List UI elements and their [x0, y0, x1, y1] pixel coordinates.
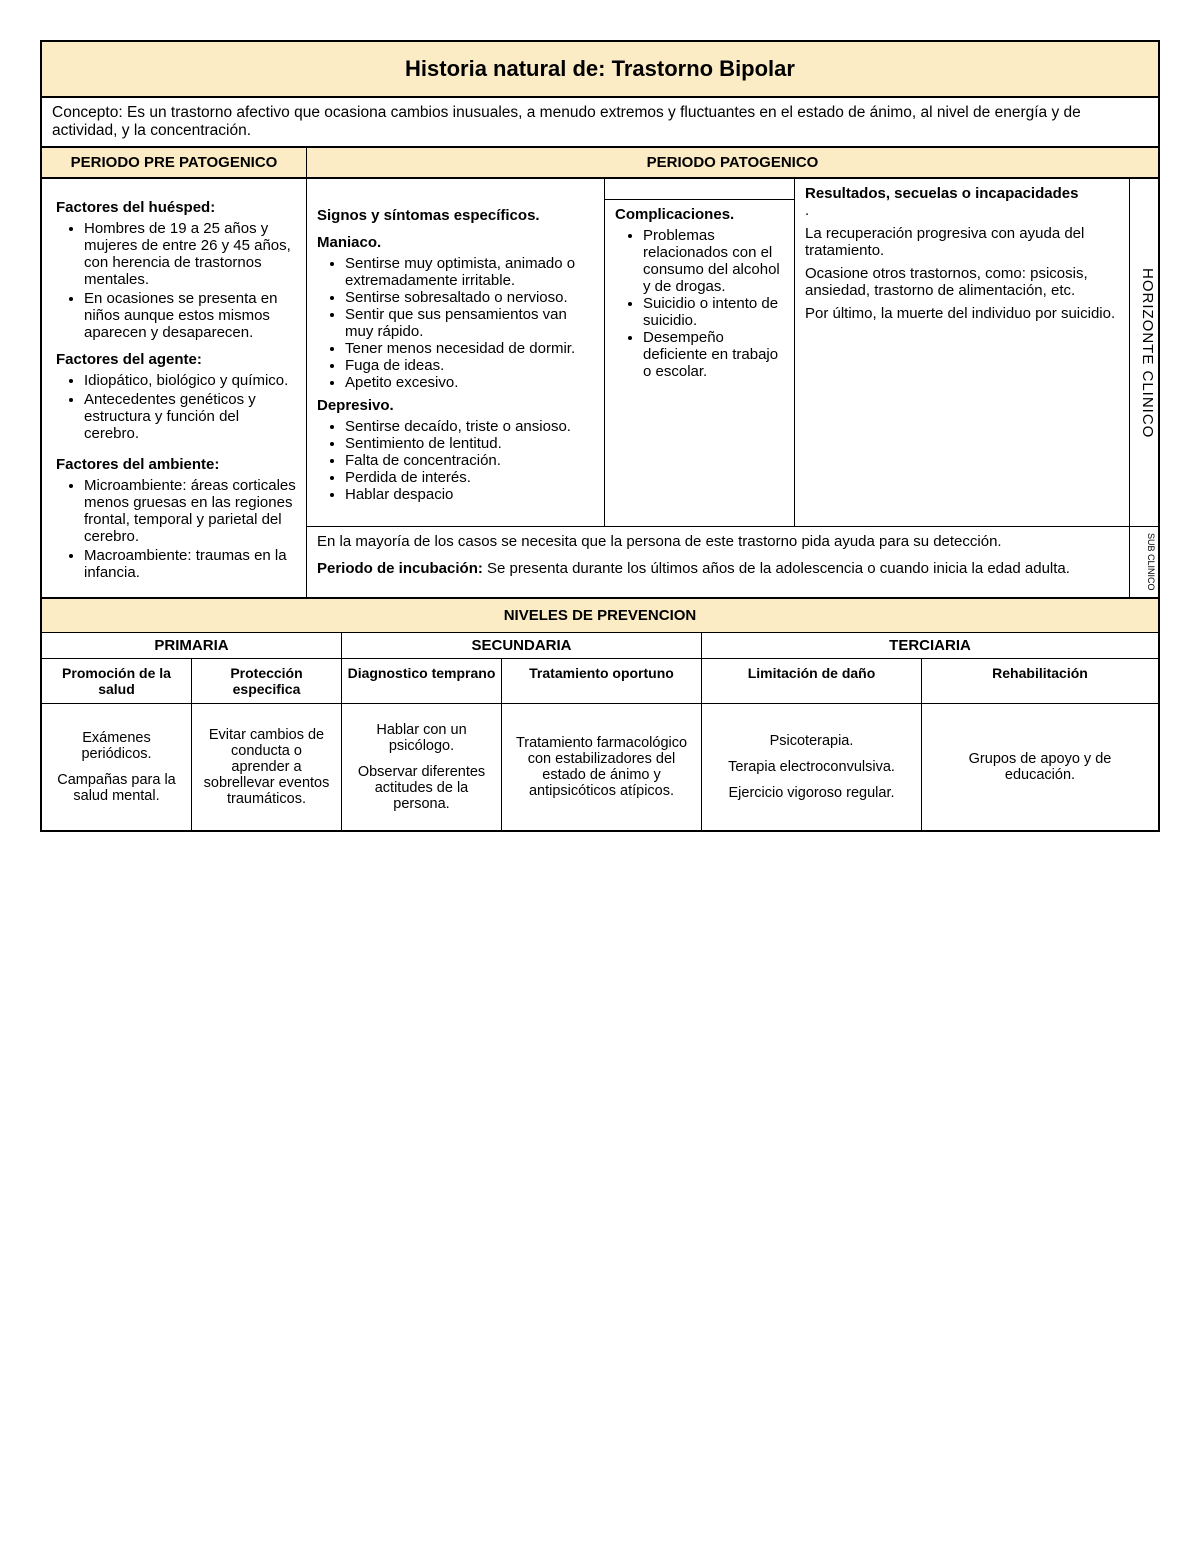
prevention-content-row: Exámenes periódicos. Campañas para la sa…: [42, 704, 1158, 830]
signs-header: Signos y síntomas específicos.: [317, 207, 594, 224]
pathogenic-top-row: Signos y síntomas específicos. Maniaco. …: [307, 179, 1158, 526]
cell-text: Ejercicio vigoroso regular.: [712, 785, 911, 801]
list-item: Sentimiento de lentitud.: [345, 435, 594, 452]
document-table: Historia natural de: Trastorno Bipolar C…: [40, 40, 1160, 832]
terciaria-header: TERCIARIA: [702, 633, 1158, 658]
subclinico-label: SUB CLINICO: [1130, 527, 1158, 597]
ambiente-header: Factores del ambiente:: [56, 456, 296, 473]
ambiente-list: Microambiente: áreas corticales menos gr…: [56, 477, 296, 581]
complications-list: Problemas relacionados con el consumo de…: [615, 227, 784, 380]
list-item: Problemas relacionados con el consumo de…: [643, 227, 784, 295]
list-item: Tener menos necesidad de dormir.: [345, 340, 594, 357]
incubation-label: Periodo de incubación:: [317, 560, 483, 577]
results-p1: La recuperación progresiva con ayuda del…: [805, 225, 1119, 259]
list-item: En ocasiones se presenta en niños aunque…: [84, 290, 296, 341]
list-item: Hombres de 19 a 25 años y mujeres de ent…: [84, 220, 296, 288]
results-column: Resultados, secuelas o incapacidades . L…: [795, 179, 1130, 526]
secundaria-header: SECUNDARIA: [342, 633, 702, 658]
depresivo-list: Sentirse decaído, triste o ansioso. Sent…: [317, 418, 594, 503]
sub-rehab: Rehabilitación: [922, 659, 1158, 703]
incubation-cell: En la mayoría de los casos se necesita q…: [307, 527, 1130, 597]
cell-rehab: Grupos de apoyo y de educación.: [922, 704, 1158, 830]
cell-text: Grupos de apoyo y de educación.: [932, 751, 1148, 783]
cell-text: Campañas para la salud mental.: [52, 772, 181, 804]
prepathogenic-column: Factores del huésped: Hombres de 19 a 25…: [42, 179, 307, 597]
horizonte-clinico-label: HORIZONTE CLINICO: [1130, 179, 1158, 526]
list-item: Falta de concentración.: [345, 452, 594, 469]
list-item: Microambiente: áreas corticales menos gr…: [84, 477, 296, 545]
maniaco-header: Maniaco.: [317, 234, 594, 251]
concept-row: Concepto: Es un trastorno afectivo que o…: [42, 98, 1158, 148]
sub-proteccion: Protección especifica: [192, 659, 342, 703]
cell-text: Tratamiento farmacológico con estabiliza…: [512, 735, 691, 799]
period-pre-header: PERIODO PRE PATOGENICO: [42, 148, 307, 179]
incubation-intro: En la mayoría de los casos se necesita q…: [317, 533, 1119, 550]
pathogenic-bottom-row: En la mayoría de los casos se necesita q…: [307, 526, 1158, 597]
signs-column: Signos y síntomas específicos. Maniaco. …: [307, 179, 605, 526]
cell-text: Evitar cambios de conducta o aprender a …: [202, 727, 331, 807]
depresivo-header: Depresivo.: [317, 397, 594, 414]
period-header-row: PERIODO PRE PATOGENICO PERIODO PATOGENIC…: [42, 148, 1158, 179]
sub-tratamiento: Tratamiento oportuno: [502, 659, 702, 703]
title-bar: Historia natural de: Trastorno Bipolar: [42, 42, 1158, 98]
cell-proteccion: Evitar cambios de conducta o aprender a …: [192, 704, 342, 830]
list-item: Sentirse muy optimista, animado o extrem…: [345, 255, 594, 289]
list-item: Sentirse sobresaltado o nervioso.: [345, 289, 594, 306]
cell-text: Observar diferentes actitudes de la pers…: [352, 764, 491, 812]
agente-list: Idiopático, biológico y químico. Anteced…: [56, 372, 296, 442]
list-item: Perdida de interés.: [345, 469, 594, 486]
results-p3: Por último, la muerte del individuo por …: [805, 305, 1119, 322]
prevention-sub-row: Promoción de la salud Protección especif…: [42, 659, 1158, 704]
results-header: Resultados, secuelas o incapacidades: [805, 185, 1119, 202]
cell-tratamiento: Tratamiento farmacológico con estabiliza…: [502, 704, 702, 830]
pathogenic-column: Signos y síntomas específicos. Maniaco. …: [307, 179, 1158, 597]
niveles-header: NIVELES DE PREVENCION: [42, 599, 1158, 633]
list-item: Macroambiente: traumas en la infancia.: [84, 547, 296, 581]
huesped-list: Hombres de 19 a 25 años y mujeres de ent…: [56, 220, 296, 341]
list-item: Antecedentes genéticos y estructura y fu…: [84, 391, 296, 442]
maniaco-list: Sentirse muy optimista, animado o extrem…: [317, 255, 594, 391]
list-item: Apetito excesivo.: [345, 374, 594, 391]
cell-text: Terapia electroconvulsiva.: [712, 759, 911, 775]
agente-header: Factores del agente:: [56, 351, 296, 368]
sub-promocion: Promoción de la salud: [42, 659, 192, 703]
complications-header: Complicaciones.: [615, 206, 784, 223]
complications-column: Complicaciones. Problemas relacionados c…: [605, 179, 795, 526]
cell-limitacion: Psicoterapia. Terapia electroconvulsiva.…: [702, 704, 922, 830]
list-item: Sentirse decaído, triste o ansioso.: [345, 418, 594, 435]
list-item: Suicidio o intento de suicidio.: [643, 295, 784, 329]
list-item: Sentir que sus pensamientos van muy rápi…: [345, 306, 594, 340]
results-dot: .: [805, 202, 1119, 219]
main-content-row: Factores del huésped: Hombres de 19 a 25…: [42, 179, 1158, 599]
sub-diagnostico: Diagnostico temprano: [342, 659, 502, 703]
huesped-header: Factores del huésped:: [56, 199, 296, 216]
period-pat-header: PERIODO PATOGENICO: [307, 148, 1158, 179]
list-item: Hablar despacio: [345, 486, 594, 503]
list-item: Desempeño deficiente en trabajo o escola…: [643, 329, 784, 380]
results-wrap: Resultados, secuelas o incapacidades . L…: [795, 179, 1158, 526]
cell-text: Exámenes periódicos.: [52, 730, 181, 762]
primaria-header: PRIMARIA: [42, 633, 342, 658]
cell-promocion: Exámenes periódicos. Campañas para la sa…: [42, 704, 192, 830]
prevention-level-row: PRIMARIA SECUNDARIA TERCIARIA: [42, 633, 1158, 659]
cell-text: Psicoterapia.: [712, 733, 911, 749]
cell-text: Hablar con un psicólogo.: [352, 722, 491, 754]
incubation-text: Se presenta durante los últimos años de …: [483, 560, 1070, 577]
results-p2: Ocasione otros trastornos, como: psicosi…: [805, 265, 1119, 299]
cell-diagnostico: Hablar con un psicólogo. Observar difere…: [342, 704, 502, 830]
list-item: Idiopático, biológico y químico.: [84, 372, 296, 389]
list-item: Fuga de ideas.: [345, 357, 594, 374]
sub-limitacion: Limitación de daño: [702, 659, 922, 703]
